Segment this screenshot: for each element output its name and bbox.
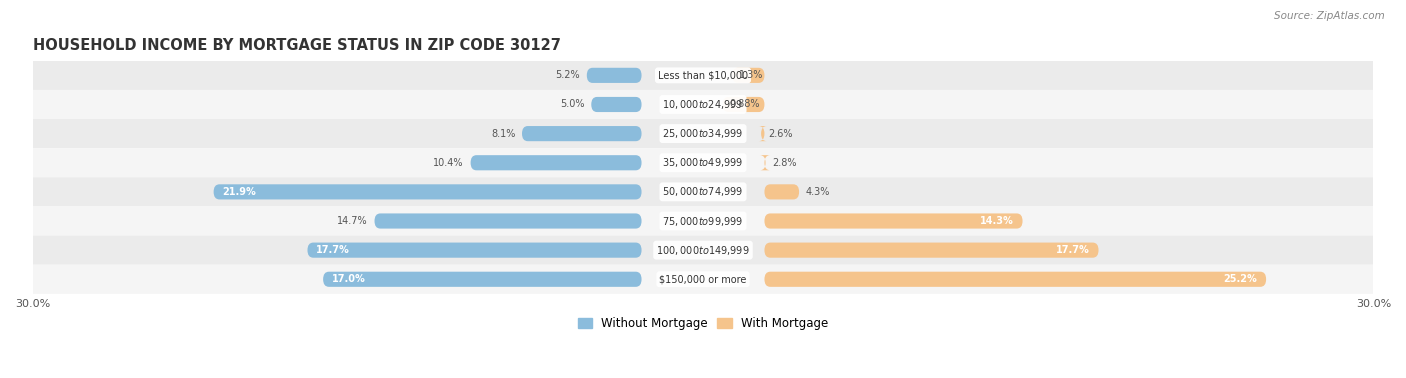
FancyBboxPatch shape xyxy=(323,272,641,287)
Text: Less than $10,000: Less than $10,000 xyxy=(658,70,748,81)
FancyBboxPatch shape xyxy=(765,243,1098,258)
Text: 14.3%: 14.3% xyxy=(980,216,1014,226)
FancyBboxPatch shape xyxy=(374,214,641,229)
FancyBboxPatch shape xyxy=(586,68,641,83)
Text: 17.7%: 17.7% xyxy=(316,245,350,255)
FancyBboxPatch shape xyxy=(471,155,641,170)
FancyBboxPatch shape xyxy=(21,206,1385,235)
Text: $150,000 or more: $150,000 or more xyxy=(659,274,747,284)
FancyBboxPatch shape xyxy=(308,243,641,258)
FancyBboxPatch shape xyxy=(765,214,1022,229)
Text: 2.8%: 2.8% xyxy=(772,158,797,168)
Text: $25,000 to $34,999: $25,000 to $34,999 xyxy=(662,127,744,140)
Text: 14.7%: 14.7% xyxy=(337,216,368,226)
FancyBboxPatch shape xyxy=(21,148,1385,177)
FancyBboxPatch shape xyxy=(214,184,641,200)
FancyBboxPatch shape xyxy=(21,265,1385,294)
Text: HOUSEHOLD INCOME BY MORTGAGE STATUS IN ZIP CODE 30127: HOUSEHOLD INCOME BY MORTGAGE STATUS IN Z… xyxy=(32,38,561,53)
Text: $50,000 to $74,999: $50,000 to $74,999 xyxy=(662,185,744,198)
Text: 10.4%: 10.4% xyxy=(433,158,464,168)
FancyBboxPatch shape xyxy=(765,184,799,200)
Text: $10,000 to $24,999: $10,000 to $24,999 xyxy=(662,98,744,111)
FancyBboxPatch shape xyxy=(21,61,1385,90)
FancyBboxPatch shape xyxy=(759,155,770,170)
Text: 4.3%: 4.3% xyxy=(806,187,830,197)
FancyBboxPatch shape xyxy=(759,126,766,141)
Text: 5.2%: 5.2% xyxy=(555,70,581,81)
Text: Source: ZipAtlas.com: Source: ZipAtlas.com xyxy=(1274,11,1385,21)
Text: 21.9%: 21.9% xyxy=(222,187,256,197)
FancyBboxPatch shape xyxy=(21,90,1385,119)
Text: 17.0%: 17.0% xyxy=(332,274,366,284)
Text: 17.7%: 17.7% xyxy=(1056,245,1090,255)
FancyBboxPatch shape xyxy=(592,97,641,112)
FancyBboxPatch shape xyxy=(21,235,1385,265)
FancyBboxPatch shape xyxy=(723,97,765,112)
Text: $100,000 to $149,999: $100,000 to $149,999 xyxy=(657,244,749,257)
Text: 2.6%: 2.6% xyxy=(768,129,793,139)
Legend: Without Mortgage, With Mortgage: Without Mortgage, With Mortgage xyxy=(578,317,828,330)
FancyBboxPatch shape xyxy=(765,272,1267,287)
Text: $75,000 to $99,999: $75,000 to $99,999 xyxy=(662,214,744,228)
Text: 0.88%: 0.88% xyxy=(730,99,759,110)
Text: 1.3%: 1.3% xyxy=(738,70,763,81)
Text: $35,000 to $49,999: $35,000 to $49,999 xyxy=(662,156,744,169)
FancyBboxPatch shape xyxy=(522,126,641,141)
Text: 8.1%: 8.1% xyxy=(491,129,515,139)
FancyBboxPatch shape xyxy=(733,68,765,83)
FancyBboxPatch shape xyxy=(21,119,1385,148)
Text: 5.0%: 5.0% xyxy=(560,99,585,110)
Text: 25.2%: 25.2% xyxy=(1223,274,1257,284)
FancyBboxPatch shape xyxy=(21,177,1385,206)
